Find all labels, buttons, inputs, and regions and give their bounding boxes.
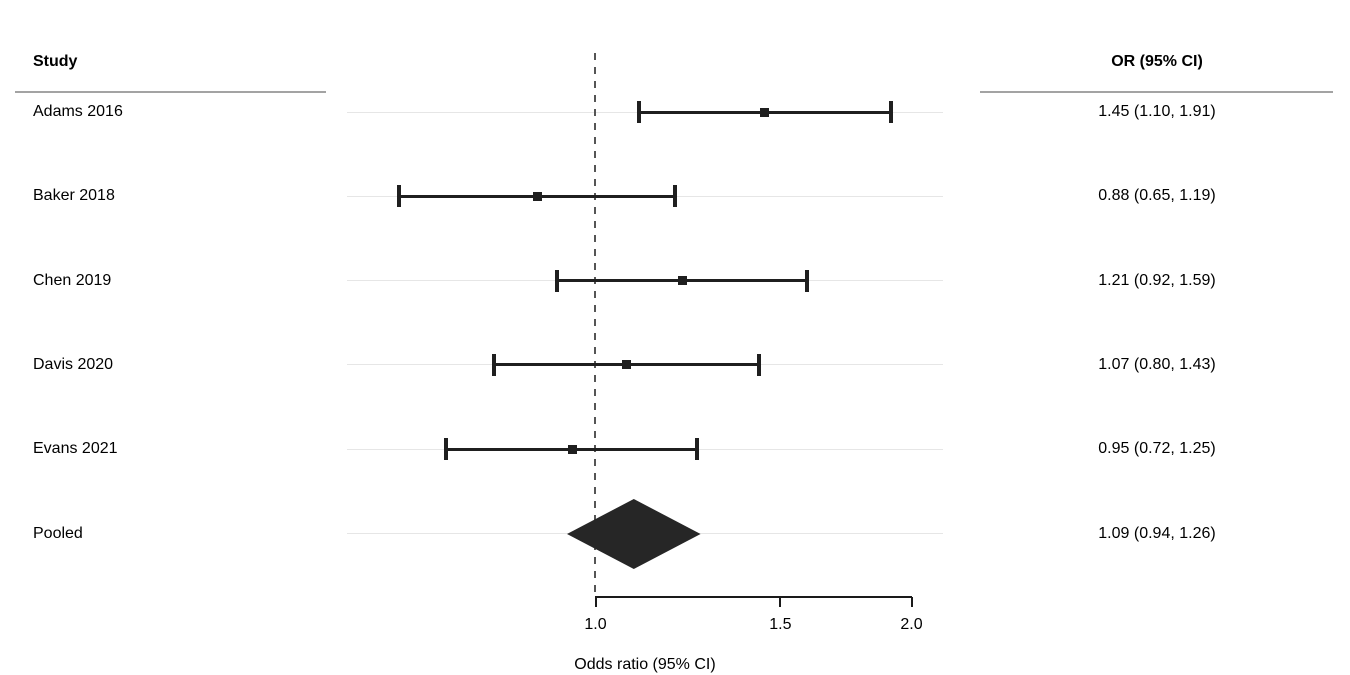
x-axis-tick-label: 2.0 xyxy=(900,616,923,633)
study-label: Adams 2016 xyxy=(33,103,123,120)
ci-cap-left xyxy=(443,438,448,461)
ci-cap-left xyxy=(491,353,496,376)
ci-cap-left xyxy=(636,101,641,123)
ci-cap-right xyxy=(888,101,893,123)
ci-cap-left xyxy=(397,185,402,208)
x-axis-label: Odds ratio (95% CI) xyxy=(574,656,716,673)
or-ci-value: 1.45 (1.10, 1.91) xyxy=(1098,103,1216,120)
x-axis-tick xyxy=(779,597,782,607)
or-point-estimate xyxy=(567,444,577,454)
or-point-estimate xyxy=(677,276,687,286)
study-label: Davis 2020 xyxy=(33,355,114,373)
ci-cap-right xyxy=(756,353,761,376)
study-label: Baker 2018 xyxy=(33,187,115,205)
or-ci-value: 1.09 (0.94, 1.26) xyxy=(1098,524,1216,542)
ci-cap-right xyxy=(804,269,809,292)
x-axis-line xyxy=(595,596,912,598)
or-point-estimate xyxy=(532,191,542,201)
x-axis-tick-label: 1.5 xyxy=(769,616,792,633)
ci-cap-right xyxy=(695,438,700,461)
study-header-rule xyxy=(15,91,326,93)
or-point-estimate xyxy=(760,107,770,117)
reference-line-or-1 xyxy=(594,53,596,597)
study-column-header: Study xyxy=(33,53,78,70)
or-ci-value: 0.95 (0.72, 1.25) xyxy=(1098,440,1216,458)
study-label: Chen 2019 xyxy=(33,271,112,289)
ci-cap-left xyxy=(555,269,560,292)
or-ci-header-rule xyxy=(980,91,1333,93)
study-label: Pooled xyxy=(33,524,83,542)
or-point-estimate xyxy=(621,360,631,370)
or-ci-value: 1.21 (0.92, 1.59) xyxy=(1098,271,1216,289)
ci-cap-right xyxy=(672,185,677,208)
x-axis-tick-label: 1.0 xyxy=(584,616,607,633)
x-axis-tick xyxy=(910,597,913,607)
or-ci-value: 0.88 (0.65, 1.19) xyxy=(1098,187,1216,205)
study-label: Evans 2021 xyxy=(33,440,118,458)
pooled-diamond xyxy=(567,498,701,569)
x-axis-tick xyxy=(594,597,597,607)
or-ci-column-header: OR (95% CI) xyxy=(1111,53,1203,70)
or-ci-value: 1.07 (0.80, 1.43) xyxy=(1098,355,1216,373)
